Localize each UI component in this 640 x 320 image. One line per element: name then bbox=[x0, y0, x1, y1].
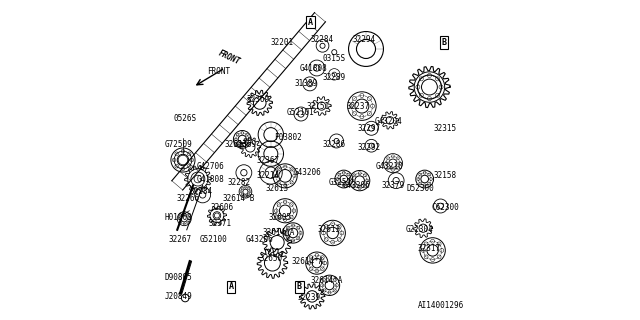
Text: G52100: G52100 bbox=[200, 235, 228, 244]
Text: 32614*A: 32614*A bbox=[310, 276, 342, 285]
Text: 32613: 32613 bbox=[266, 184, 289, 193]
Text: 32369: 32369 bbox=[246, 95, 269, 104]
Text: 32613: 32613 bbox=[318, 225, 341, 234]
Text: C62300: C62300 bbox=[431, 203, 459, 212]
Text: 32614*A: 32614*A bbox=[291, 257, 323, 266]
Text: 0315S: 0315S bbox=[323, 54, 346, 63]
Text: 32284: 32284 bbox=[189, 187, 212, 196]
Text: D90805: D90805 bbox=[165, 273, 193, 282]
Text: 32151: 32151 bbox=[307, 101, 330, 111]
Text: G43210: G43210 bbox=[376, 162, 404, 171]
Text: 32294: 32294 bbox=[353, 35, 376, 44]
Text: 0526S: 0526S bbox=[173, 114, 196, 123]
Text: G42706: G42706 bbox=[196, 162, 225, 171]
Text: 32317: 32317 bbox=[418, 244, 441, 253]
Text: 32289: 32289 bbox=[323, 73, 346, 82]
Text: G72509: G72509 bbox=[165, 140, 193, 148]
Text: B: B bbox=[441, 38, 446, 47]
Text: 32266: 32266 bbox=[177, 194, 200, 203]
Text: FRONT: FRONT bbox=[217, 49, 242, 67]
Text: 32379: 32379 bbox=[381, 181, 404, 190]
Text: 32158: 32158 bbox=[434, 172, 457, 180]
Text: 32613: 32613 bbox=[225, 140, 248, 148]
Text: 32614*B: 32614*B bbox=[223, 194, 255, 203]
Text: 32605: 32605 bbox=[269, 212, 292, 222]
Text: 32201: 32201 bbox=[270, 38, 294, 47]
Text: 32371: 32371 bbox=[209, 219, 232, 228]
Text: 32292: 32292 bbox=[358, 143, 381, 152]
Text: A: A bbox=[228, 282, 234, 292]
Text: G41808: G41808 bbox=[300, 63, 328, 73]
Text: 32367: 32367 bbox=[256, 156, 279, 164]
Text: 32239: 32239 bbox=[298, 293, 321, 302]
Text: G52101: G52101 bbox=[287, 108, 315, 117]
Text: 32606: 32606 bbox=[210, 203, 233, 212]
Text: F03802: F03802 bbox=[275, 133, 302, 142]
Text: D52300: D52300 bbox=[406, 184, 434, 193]
Text: 32237: 32237 bbox=[346, 101, 370, 111]
Text: 32282: 32282 bbox=[228, 178, 251, 187]
Text: 32267: 32267 bbox=[169, 235, 192, 244]
Text: 32614*A: 32614*A bbox=[262, 228, 295, 237]
Text: 32284: 32284 bbox=[310, 35, 333, 44]
Text: FRONT: FRONT bbox=[207, 67, 230, 76]
Text: G22304: G22304 bbox=[406, 225, 434, 234]
Text: 32297: 32297 bbox=[358, 124, 381, 133]
Text: B: B bbox=[297, 282, 302, 292]
Text: 32369: 32369 bbox=[234, 140, 257, 148]
Text: J20849: J20849 bbox=[165, 292, 193, 301]
Text: A: A bbox=[308, 18, 313, 27]
Text: G43206: G43206 bbox=[342, 181, 371, 190]
Text: 32286: 32286 bbox=[323, 140, 346, 148]
Text: 32650: 32650 bbox=[259, 254, 282, 263]
Text: G3251: G3251 bbox=[329, 178, 352, 187]
Text: H01003: H01003 bbox=[165, 212, 193, 222]
Text: G41808: G41808 bbox=[196, 174, 225, 184]
Text: 31389: 31389 bbox=[294, 79, 317, 88]
Text: 32214: 32214 bbox=[256, 172, 279, 180]
Text: G43206: G43206 bbox=[246, 235, 274, 244]
Text: AI14001296: AI14001296 bbox=[417, 301, 463, 310]
Text: G43204: G43204 bbox=[374, 117, 402, 126]
Text: 32315: 32315 bbox=[434, 124, 457, 133]
Text: G43206: G43206 bbox=[293, 168, 321, 177]
